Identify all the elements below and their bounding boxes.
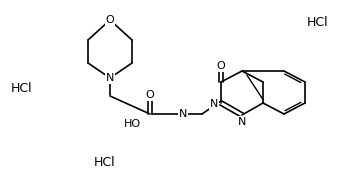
Text: O: O (106, 15, 114, 25)
Text: N: N (106, 73, 114, 83)
Text: HCl: HCl (94, 157, 116, 169)
Text: N: N (210, 99, 218, 109)
Text: O: O (217, 61, 226, 71)
Text: O: O (146, 90, 154, 100)
Text: HCl: HCl (307, 16, 329, 28)
Text: N: N (179, 109, 187, 119)
Text: N: N (238, 117, 246, 127)
Text: HO: HO (124, 119, 141, 129)
Text: HCl: HCl (11, 82, 33, 95)
